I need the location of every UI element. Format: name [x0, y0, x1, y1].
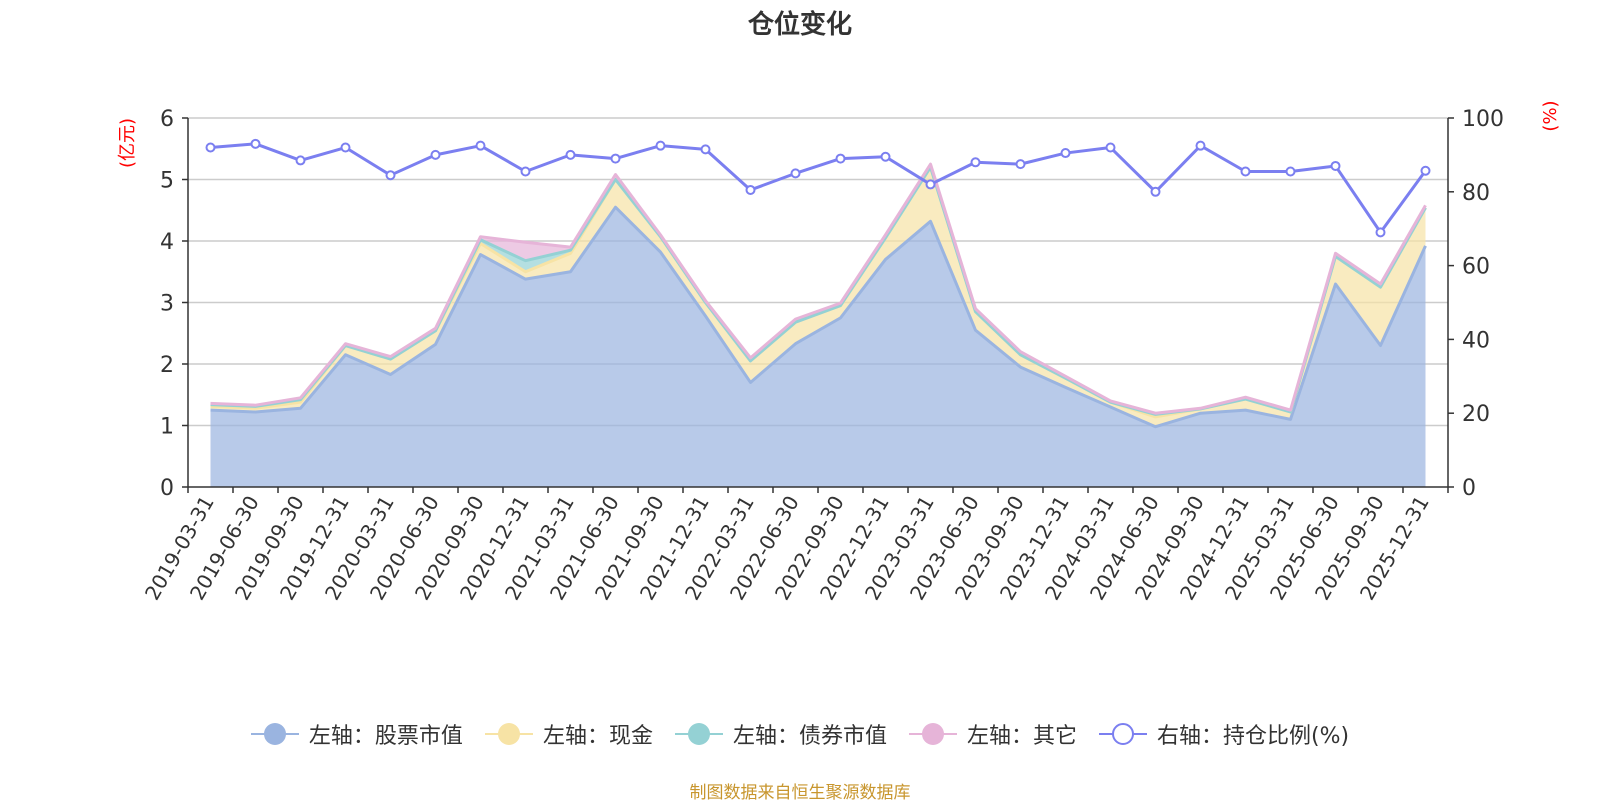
ratio-point — [790, 168, 801, 179]
ratio-point — [1330, 160, 1341, 171]
legend-symbol-cash — [484, 721, 533, 747]
ratio-point — [655, 140, 666, 151]
left-axis-label: (亿元) — [117, 118, 138, 168]
legend-item-other[interactable]: 左轴：其它 — [908, 718, 1077, 750]
ratio-point — [205, 142, 216, 153]
ratio-point — [475, 140, 486, 151]
ratio-point — [1060, 148, 1071, 159]
legend-symbol-ratio — [1098, 721, 1147, 747]
ratio-point — [520, 166, 531, 177]
legend-symbol-other — [908, 721, 957, 747]
ratio-point — [1375, 227, 1386, 238]
stacked-areas — [210, 164, 1426, 488]
series-line-其它 — [210, 162, 1427, 415]
legend-symbol-bond — [674, 721, 723, 747]
right-tick-label: 0 — [1462, 476, 1476, 501]
ratio-point — [295, 155, 306, 166]
legend-item-ratio[interactable]: 右轴：持仓比例(%) — [1098, 718, 1350, 750]
ratio-point — [1195, 140, 1206, 151]
ratio-line — [210, 142, 1427, 234]
ratio-point — [700, 144, 711, 155]
right-tick-label: 100 — [1462, 107, 1504, 132]
left-tick-label: 1 — [160, 415, 174, 440]
legend-item-stock[interactable]: 左轴：股票市值 — [250, 718, 463, 750]
legend-item-cash[interactable]: 左轴：现金 — [484, 718, 653, 750]
ratio-point — [745, 184, 756, 195]
area-股票市值 — [210, 207, 1426, 488]
ratio-point — [610, 153, 621, 164]
left-tick-label: 0 — [160, 476, 174, 501]
left-tick-label: 2 — [160, 353, 174, 378]
legend-label-ratio: 右轴：持仓比例(%) — [1156, 724, 1350, 749]
series-line-股票市值 — [210, 205, 1427, 429]
ratio-point — [1240, 166, 1251, 177]
ratio-point — [970, 157, 981, 168]
area-top-lines — [210, 162, 1427, 429]
left-tick-label: 3 — [160, 292, 174, 317]
ratio-point — [1015, 159, 1026, 170]
legend-item-bond[interactable]: 左轴：债券市值 — [674, 718, 887, 750]
ratio-point — [1285, 166, 1296, 177]
legend-label-bond: 左轴：债券市值 — [732, 724, 887, 749]
ratio-point — [430, 149, 441, 160]
ratio-point — [565, 149, 576, 160]
legend-label-stock: 左轴：股票市值 — [308, 724, 463, 749]
ratio-point — [880, 151, 891, 162]
ratio-point — [1105, 142, 1116, 153]
ratio-point — [925, 179, 936, 190]
right-tick-label: 60 — [1462, 255, 1490, 280]
data-source-note: 制图数据来自恒生聚源数据库 — [689, 783, 911, 803]
chart-title: 仓位变化 — [747, 10, 852, 40]
ratio-point — [250, 138, 261, 149]
left-tick-label: 4 — [160, 230, 174, 255]
ratio-point — [340, 142, 351, 153]
ratio-point — [385, 170, 396, 181]
holding-ratio-line — [205, 138, 1431, 238]
ratio-point — [1150, 186, 1161, 197]
legend-label-cash: 左轴：现金 — [542, 724, 653, 749]
right-tick-label: 20 — [1462, 402, 1490, 427]
left-tick-label: 5 — [160, 169, 174, 194]
legend-label-other: 左轴：其它 — [966, 724, 1077, 749]
ratio-point — [1420, 165, 1431, 176]
right-tick-label: 80 — [1462, 181, 1490, 206]
right-tick-label: 40 — [1462, 328, 1490, 353]
left-tick-label: 6 — [160, 107, 174, 132]
legend: 左轴：股票市值 左轴：现金 左轴：债券市值 左轴：其它 右轴：持仓比例(%) — [0, 718, 1600, 750]
legend-symbol-stock — [250, 721, 299, 747]
right-axis-label: (%) — [1540, 100, 1561, 131]
ratio-point — [835, 153, 846, 164]
